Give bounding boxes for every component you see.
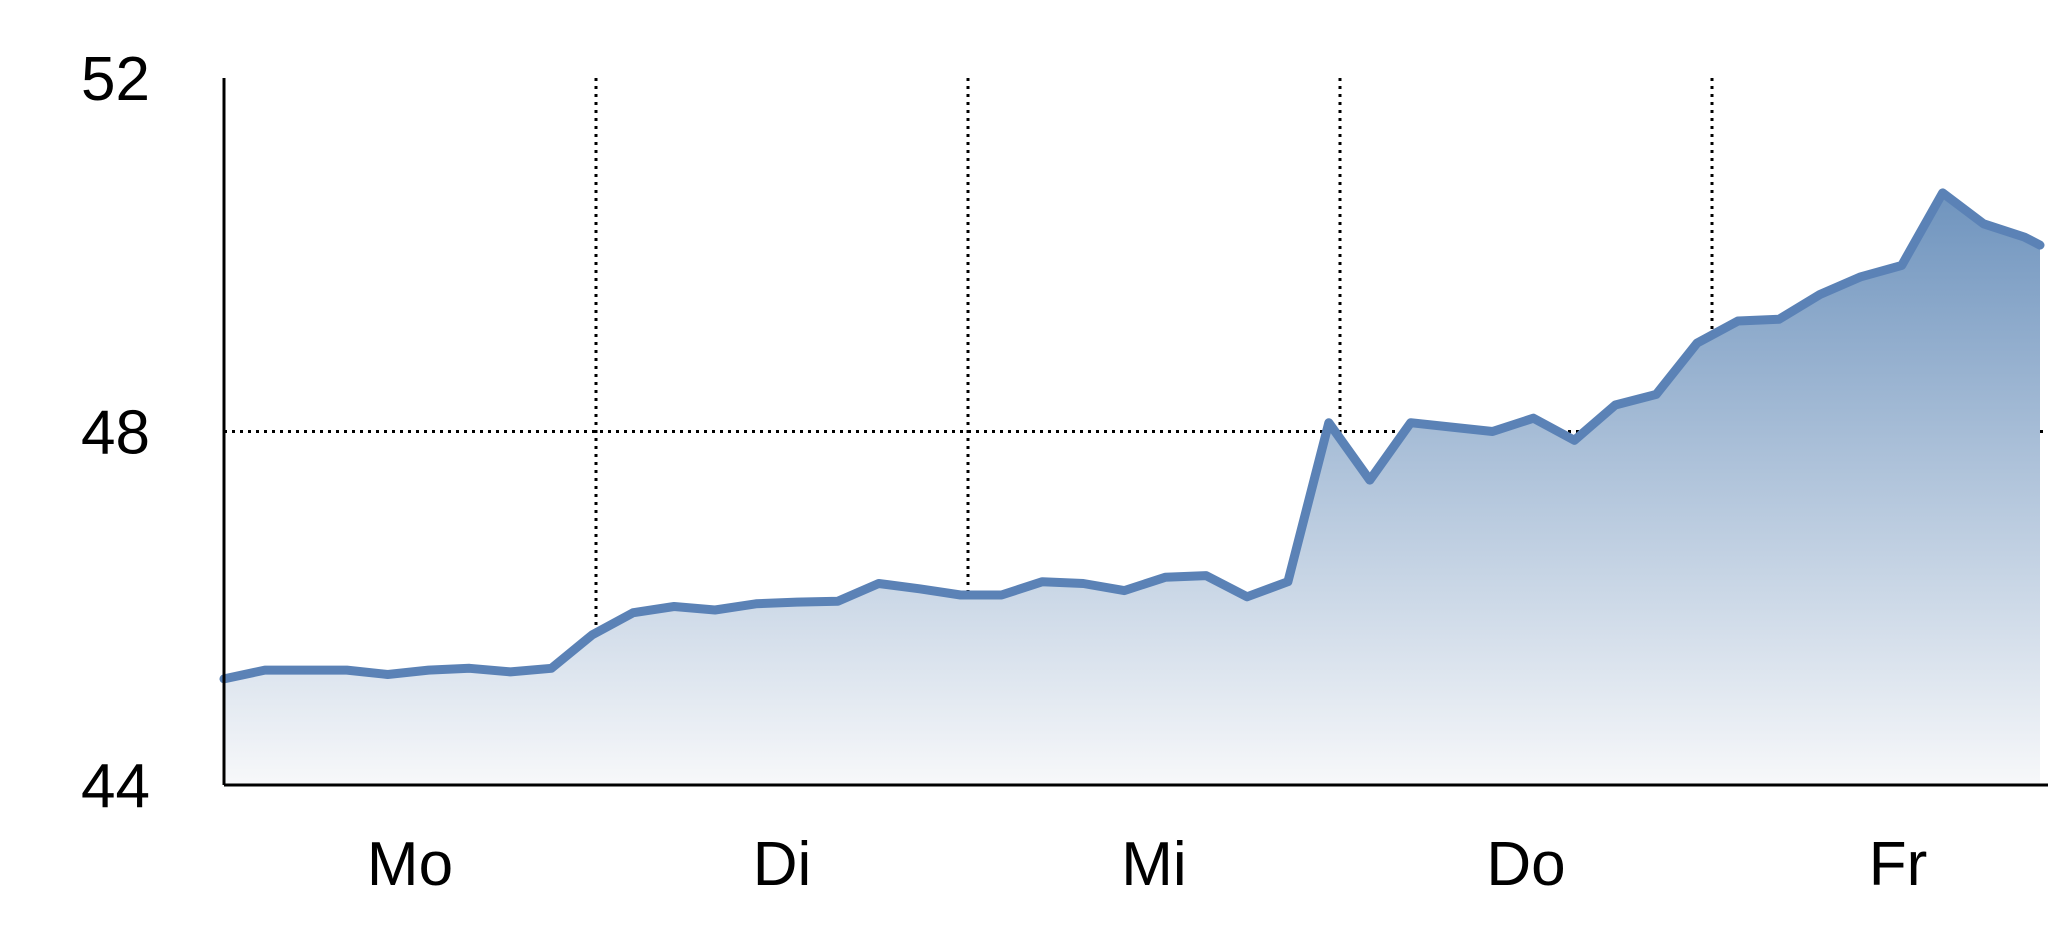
data-point — [385, 672, 390, 677]
data-point — [1367, 478, 1372, 483]
x-tick-label: Mo — [367, 830, 453, 899]
data-point — [1040, 579, 1045, 584]
data-point — [1695, 341, 1700, 346]
data-point — [958, 593, 963, 597]
data-point — [549, 666, 554, 671]
data-point — [1940, 190, 1945, 195]
data-point — [631, 610, 636, 615]
x-tick-label: Fr — [1869, 830, 1928, 899]
data-point — [1163, 575, 1168, 580]
data-point — [1490, 429, 1495, 434]
data-point — [1285, 579, 1290, 584]
data-point — [1531, 416, 1536, 421]
data-points — [222, 190, 2027, 681]
data-point — [1449, 425, 1454, 430]
data-point — [754, 601, 758, 606]
data-point — [426, 668, 431, 673]
data-point — [303, 668, 308, 673]
data-point — [1777, 317, 1781, 322]
x-tick-label: Di — [753, 830, 812, 899]
data-point — [672, 604, 677, 609]
data-point — [1245, 594, 1249, 599]
series-line — [219, 188, 2045, 684]
x-tick-label: Do — [1486, 830, 1565, 899]
x-tick-labels: Mo Di Mi Do Fr — [367, 830, 1927, 899]
data-point — [713, 608, 717, 612]
data-point — [876, 581, 881, 586]
data-point — [1817, 292, 1822, 297]
data-point — [1899, 263, 1904, 268]
data-point — [1654, 392, 1659, 397]
data-point — [794, 600, 799, 605]
data-point — [1408, 420, 1413, 425]
y-tick-label: 52 — [81, 45, 150, 114]
data-point — [1204, 573, 1209, 578]
data-point — [1326, 420, 1331, 425]
data-point — [508, 669, 513, 674]
data-point — [1081, 581, 1086, 586]
data-point — [1572, 438, 1577, 443]
data-point — [917, 586, 922, 591]
y-tick-label: 44 — [81, 752, 150, 821]
data-point — [467, 666, 472, 671]
data-point — [1858, 274, 1863, 279]
data-point — [2022, 235, 2027, 240]
data-point — [262, 668, 267, 673]
series-area-fill — [224, 192, 2040, 785]
data-point — [344, 668, 349, 673]
data-point — [590, 632, 595, 637]
data-point — [1736, 319, 1740, 323]
data-point — [835, 599, 840, 604]
y-tick-label: 48 — [81, 399, 150, 468]
data-point — [1981, 221, 1986, 226]
data-point — [1122, 588, 1127, 593]
x-tick-label: Mi — [1121, 830, 1186, 899]
data-point — [1613, 403, 1618, 407]
data-point — [999, 593, 1004, 597]
y-tick-labels: 44 48 52 — [81, 45, 150, 821]
